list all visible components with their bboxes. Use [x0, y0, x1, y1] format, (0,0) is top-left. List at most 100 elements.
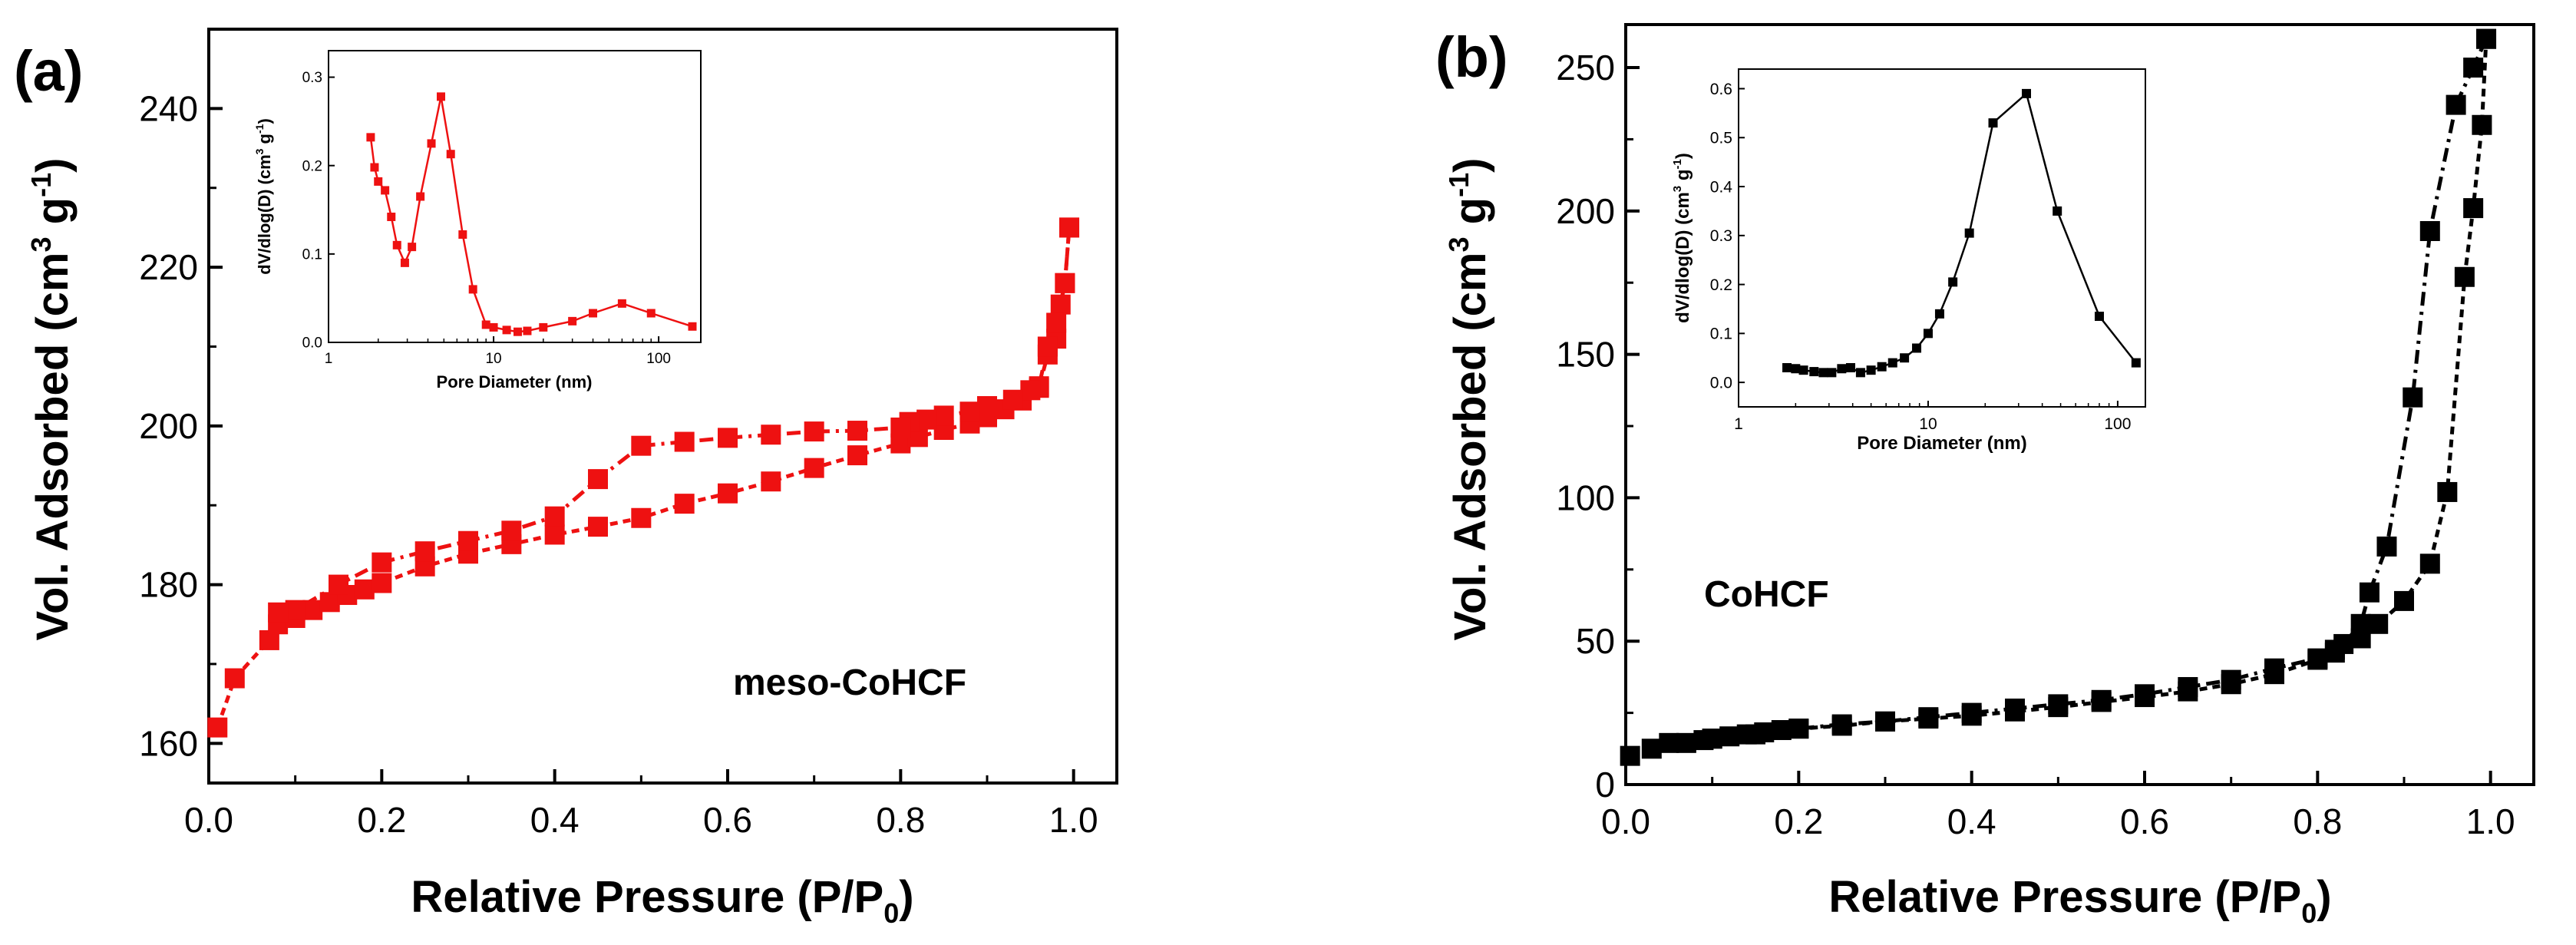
b-inset-ytick-label: 0.6 — [1710, 81, 1732, 98]
a-inset-xtick-label: 100 — [646, 351, 671, 367]
panel-b-inset-series — [1782, 88, 2141, 378]
b-inset-ytick-label: 0.1 — [1710, 325, 1732, 343]
a-xtick-label: 1.0 — [1049, 800, 1098, 840]
panel-b-ylabel-sup: 3 — [1443, 236, 1475, 252]
panel-b-inset-x-ticks: 1 10 100 — [1734, 401, 2131, 433]
b-ytick-label: 100 — [1556, 477, 1615, 517]
b-inset-ytick-label: 0.2 — [1710, 276, 1732, 294]
b-desorption-point — [1745, 724, 1765, 745]
panel-b-ylabel-end: ) — [1445, 158, 1495, 173]
a-inset-point — [646, 309, 656, 318]
a-inset-point — [589, 309, 598, 318]
b-inset-point — [1887, 358, 1897, 368]
panel-b-xlabel-sub: 0 — [2301, 897, 2317, 929]
a-ytick-label: 160 — [139, 723, 198, 763]
a-inset-point — [446, 150, 455, 159]
a-adsorption-point — [631, 507, 652, 528]
a-inset-ytick-label: 0.1 — [302, 246, 322, 263]
panel-a-inset-x-ticks: 1 10 100 — [325, 336, 671, 367]
a-inset-point — [539, 322, 548, 332]
b-desorption-point — [2403, 387, 2423, 408]
a-adsorption-point — [372, 573, 392, 593]
b-desorption-point — [2419, 220, 2440, 241]
b-ytick-label: 250 — [1556, 48, 1615, 88]
a-adsorption-point — [847, 445, 867, 466]
panel-b-sample-label: CoHCF — [1704, 574, 1829, 615]
b-adsorption-point — [2454, 266, 2475, 287]
a-desorption-point — [1059, 217, 1080, 238]
b-inset-point — [1964, 228, 1974, 238]
panel-a-inset-ylabel-end: ) — [255, 118, 274, 124]
panel-a-label: (a) — [14, 39, 83, 103]
a-desorption-point — [588, 469, 608, 490]
b-adsorption-point — [2472, 114, 2492, 135]
b-ytick-label: 0 — [1595, 765, 1615, 805]
b-inset-xtick-label: 100 — [2104, 415, 2131, 433]
a-inset-point — [381, 186, 390, 195]
a-adsorption-point — [718, 483, 738, 504]
panel-b-ylabel-mid: g — [1445, 197, 1495, 237]
panel-a-inset-y-ticks: 0.0 0.1 0.2 0.3 — [302, 70, 335, 352]
b-xtick-label: 0.2 — [1774, 801, 1823, 841]
panel-b-inset-ylabel-end: ) — [1673, 153, 1693, 159]
panel-a-ylabel-sup: 3 — [25, 236, 57, 252]
panel-b-inset-ylabel-sup2: -1 — [1671, 159, 1684, 169]
b-inset-point — [1855, 368, 1865, 378]
a-adsorption-point — [804, 458, 824, 478]
panel-b-inset-frame — [1738, 68, 2146, 408]
a-desorption-point — [977, 396, 997, 416]
panel-a-inset-y-axis-label: dV/dlog(D) (cm3 g-1) — [253, 118, 274, 275]
a-desorption-point — [1020, 380, 1041, 401]
b-desorption-point — [2048, 694, 2069, 715]
b-inset-point — [1818, 368, 1828, 378]
a-adsorption-point — [1050, 294, 1071, 315]
b-inset-point — [2094, 312, 2104, 322]
a-desorption-point — [804, 421, 824, 442]
a-xtick-label: 0.0 — [184, 800, 233, 840]
a-desorption-point — [285, 600, 305, 620]
a-adsorption-point — [224, 668, 245, 689]
a-desorption-point — [1055, 273, 1075, 293]
a-inset-point — [458, 230, 467, 240]
a-desorption-point — [959, 401, 980, 422]
b-desorption-point — [2476, 28, 2497, 49]
b-desorption-point — [2091, 689, 2112, 710]
b-inset-ytick-label: 0.0 — [1710, 374, 1732, 392]
panel-a-inset: 0.0 0.1 0.2 0.3 1 10 100 Pore Diameter (nm) d… — [253, 50, 702, 392]
b-xtick-label: 1.0 — [2466, 801, 2515, 841]
a-desorption-point — [631, 435, 652, 456]
a-inset-xtick-label: 1 — [325, 351, 333, 367]
panel-a-ylabel-main: Vol. Adsorbed (cm — [28, 252, 78, 640]
b-adsorption-point — [1676, 732, 1696, 753]
a-inset-point — [392, 240, 401, 249]
b-desorption-point — [2135, 684, 2155, 705]
a-inset-point — [387, 212, 396, 221]
a-desorption-point — [1037, 336, 1058, 357]
panel-b-x-axis-label: Relative Pressure (P/P0) — [1828, 872, 2331, 929]
b-inset-point — [1798, 365, 1808, 375]
panel-b-y-ticks: 0 50 100 150 200 250 — [1556, 48, 1640, 805]
b-desorption-point — [1788, 719, 1809, 739]
panel-a-inset-frame — [328, 50, 702, 343]
a-desorption-point — [1002, 389, 1023, 410]
a-adsorption-point — [674, 494, 695, 514]
a-inset-xtick-label: 10 — [485, 351, 501, 367]
b-desorption-line — [1669, 38, 2488, 745]
panel-a-inset-ylabel-sup2: -1 — [253, 124, 266, 134]
panel-b-inset-y-ticks: 0.0 0.1 0.2 0.3 0.4 0.5 0.6 — [1710, 81, 1745, 392]
b-inset-point — [1900, 353, 1910, 363]
a-inset-point — [437, 92, 446, 101]
panel-a-sample-label: meso-CoHCF — [733, 662, 966, 703]
b-adsorption-point — [2463, 198, 2484, 219]
panel-b-y-axis-label: Vol. Adsorbed (cm3 g-1) — [1443, 158, 1495, 641]
panel-a-x-ticks: 0.0 0.2 0.4 0.6 0.8 1.0 — [184, 769, 1098, 840]
b-inset-point — [1934, 309, 1944, 319]
a-desorption-point — [933, 405, 954, 426]
b-adsorption-point — [2437, 481, 2458, 502]
a-xtick-label: 0.2 — [357, 800, 406, 840]
panel-a-ylabel-end: ) — [28, 158, 78, 173]
a-inset-point — [366, 133, 375, 142]
b-adsorption-point — [1719, 726, 1740, 747]
a-adsorption-point — [319, 592, 340, 613]
